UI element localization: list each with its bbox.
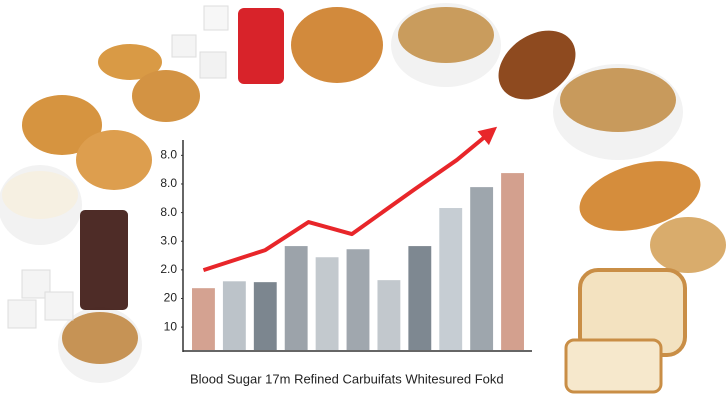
y-tick-label: 10: [164, 319, 178, 333]
trend-arrowhead: [477, 126, 498, 146]
bar: [408, 246, 432, 350]
y-tick-label: 8.0: [160, 176, 177, 190]
bar: [315, 257, 339, 350]
y-tick-label: 8.0: [160, 148, 177, 162]
trend-line: [202, 132, 490, 273]
bar: [501, 173, 524, 350]
food-decoration: [0, 3, 726, 394]
bar: [439, 208, 463, 350]
bar: [192, 288, 215, 350]
bar: [470, 187, 494, 350]
bar: [284, 246, 308, 350]
y-tick-label: 20: [164, 291, 178, 305]
bar: [346, 249, 370, 350]
bar: [253, 282, 277, 350]
y-tick-label: 8.0: [160, 205, 177, 219]
y-tick-label: 3.0: [160, 233, 177, 247]
x-axis-label: Blood Sugar 17m Refined Carbuifats White…: [190, 371, 504, 386]
bar: [222, 281, 246, 350]
y-tick-label: 2.0: [160, 262, 177, 276]
bar: [377, 280, 401, 350]
